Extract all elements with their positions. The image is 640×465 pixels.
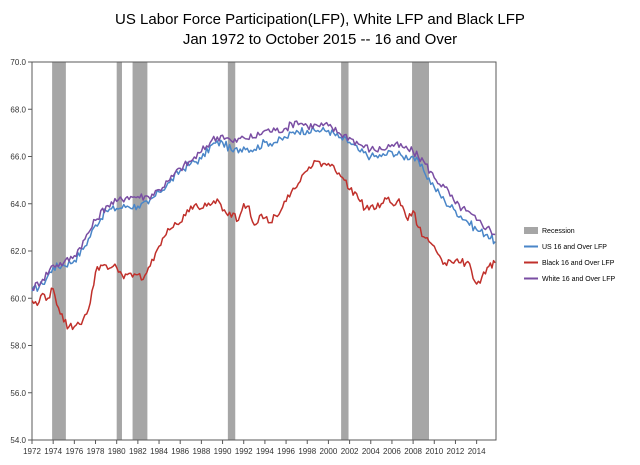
recession-band-2	[116, 62, 122, 440]
x-tick-label: 2000	[320, 447, 338, 456]
x-tick-label: 1988	[192, 447, 210, 456]
recession-bands	[52, 62, 429, 440]
chart-subtitle: Jan 1972 to October 2015 -- 16 and Over	[183, 31, 457, 48]
legend-label: US 16 and Over LFP	[542, 244, 607, 251]
x-tick-label: 2002	[341, 447, 359, 456]
y-tick-label: 70.0	[10, 58, 26, 67]
x-tick-label: 1982	[129, 447, 147, 456]
x-tick-label: 1994	[256, 447, 274, 456]
y-tick-label: 68.0	[10, 105, 26, 114]
x-tick-label: 2014	[468, 447, 486, 456]
y-tick-label: 56.0	[10, 389, 26, 398]
x-tick-label: 1992	[235, 447, 253, 456]
x-tick-label: 1976	[65, 447, 83, 456]
recession-band-3	[132, 62, 148, 440]
x-tick-label: 1990	[214, 447, 232, 456]
x-tick-label: 2010	[425, 447, 443, 456]
x-tick-label: 1974	[44, 447, 62, 456]
y-tick-label: 64.0	[10, 200, 26, 209]
x-tick-label: 1972	[23, 447, 41, 456]
x-tick-label: 2006	[383, 447, 401, 456]
legend-swatch-recession	[524, 227, 538, 234]
x-tick-label: 1978	[87, 447, 105, 456]
series-white-lfp	[31, 120, 496, 292]
x-tick-label: 1986	[171, 447, 189, 456]
y-tick-label: 62.0	[10, 247, 26, 256]
x-tick-label: 1984	[150, 447, 168, 456]
recession-band-4	[227, 62, 236, 440]
chart-title: US Labor Force Participation(LFP), White…	[115, 11, 525, 28]
series-black-lfp	[31, 159, 496, 331]
x-tick-label: 2008	[404, 447, 422, 456]
series-us-lfp	[31, 125, 496, 292]
legend: Recession US 16 and Over LFP Black 16 and …	[524, 227, 615, 283]
x-tick-label: 1998	[298, 447, 316, 456]
y-tick-label: 66.0	[10, 153, 26, 162]
axes: 54.0 56.0 58.0 60.0 62.0 64.0 66.0 68.0 70.0 1972…	[10, 58, 486, 456]
recession-band-5	[341, 62, 349, 440]
y-tick-label: 54.0	[10, 436, 26, 445]
legend-label: Black 16 and Over LFP	[542, 260, 615, 267]
x-tick-label: 1980	[108, 447, 126, 456]
recession-band-1	[52, 62, 66, 440]
x-tick-label: 1996	[277, 447, 295, 456]
x-tick-label: 2012	[447, 447, 465, 456]
legend-label: Recession	[542, 228, 575, 235]
y-tick-label: 58.0	[10, 342, 26, 351]
series-lines	[31, 120, 496, 331]
legend-label: White 16 and Over LFP	[542, 276, 615, 283]
recession-band-6	[412, 62, 429, 440]
y-tick-label: 60.0	[10, 294, 26, 303]
x-tick-label: 2004	[362, 447, 380, 456]
